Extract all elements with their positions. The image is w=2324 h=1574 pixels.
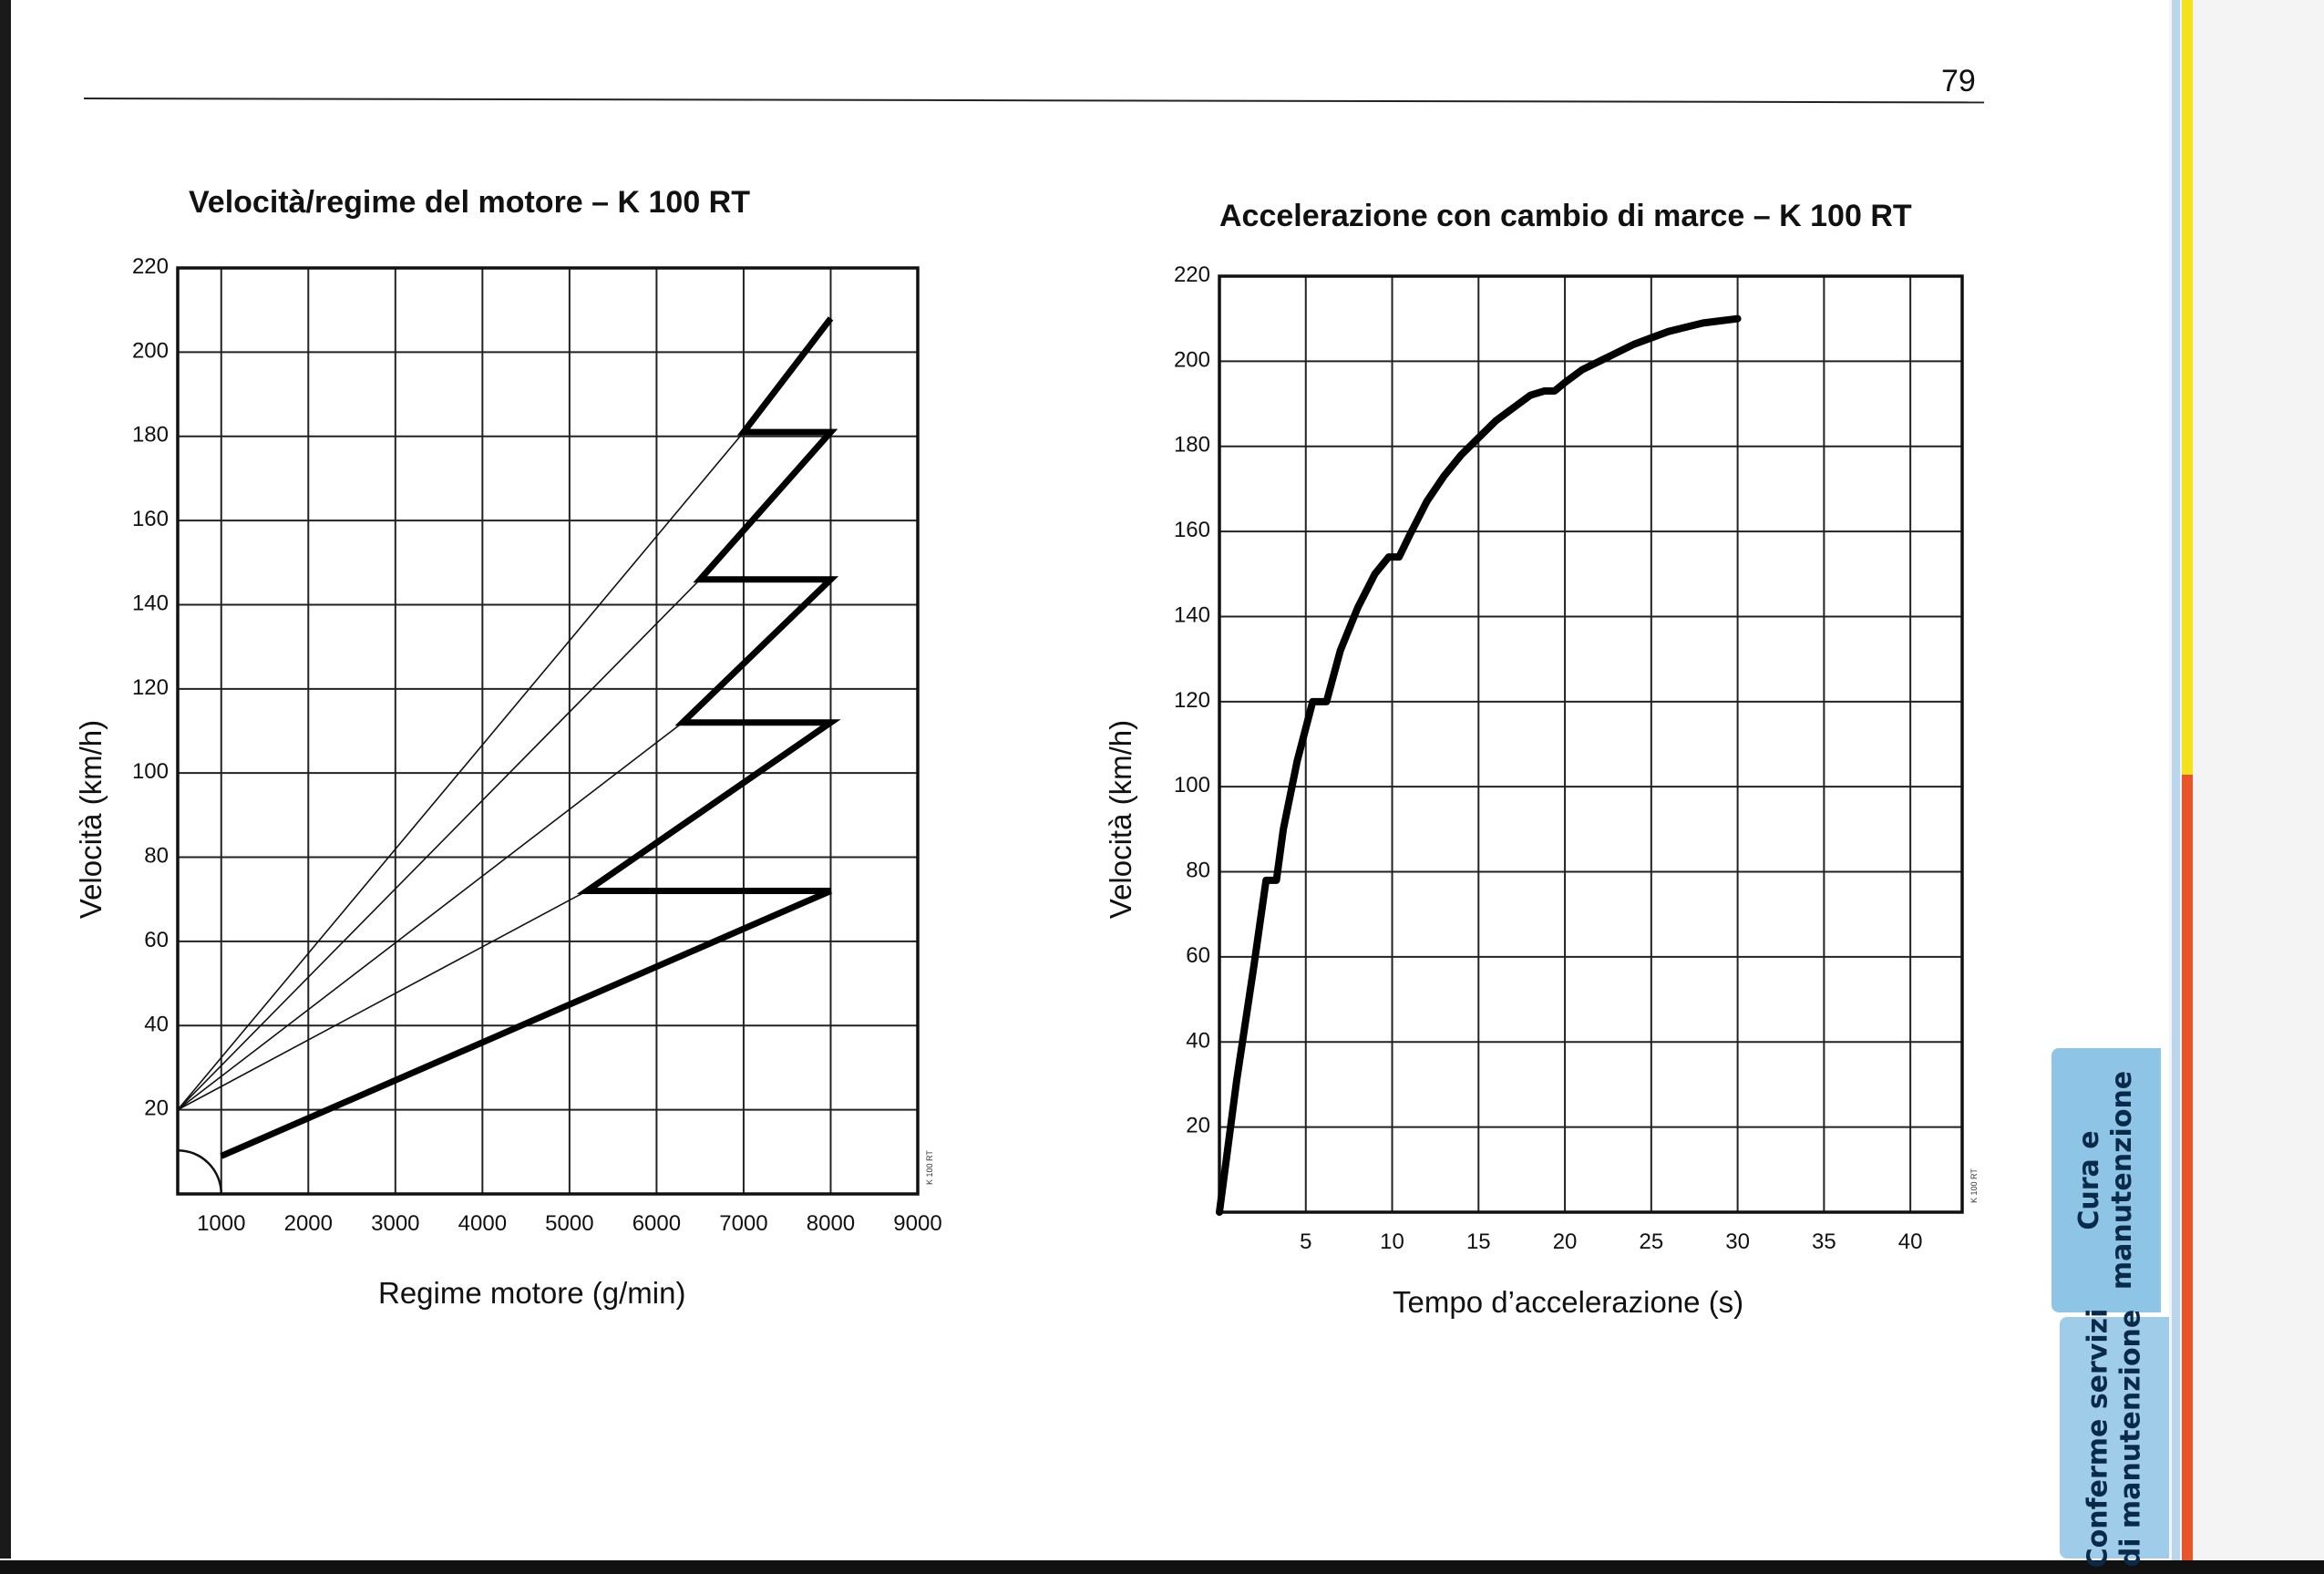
y-tick-label: 40 xyxy=(144,1012,169,1036)
x-tick-label: 3000 xyxy=(371,1211,419,1236)
bottom-scan-edge xyxy=(0,1560,2324,1574)
grid xyxy=(1219,275,1962,1212)
y-tick-label: 40 xyxy=(1186,1028,1210,1053)
y-tick-label: 200 xyxy=(132,338,169,363)
acceleration-series xyxy=(1216,314,1742,1216)
edge-stripe-orange xyxy=(2182,775,2193,1560)
x-tick-label: 1000 xyxy=(197,1211,245,1236)
y-tick-label: 220 xyxy=(1174,262,1210,287)
start-arc xyxy=(177,1148,223,1195)
gear-ratio-line xyxy=(177,431,745,1111)
chart-code-label: K 100 RT xyxy=(925,1150,934,1185)
y-tick-label: 180 xyxy=(132,423,169,448)
y-tick-label: 100 xyxy=(132,759,169,784)
plot-frame xyxy=(1218,274,1964,1214)
y-tick-label: 220 xyxy=(132,254,169,279)
chart-code-label: K 100 RT xyxy=(1969,1168,1979,1203)
x-tick-label: 6000 xyxy=(632,1211,681,1236)
edge-stripe-blue xyxy=(2172,0,2180,1560)
x-tick-label: 9000 xyxy=(893,1211,941,1236)
x-tick-label: 5000 xyxy=(545,1211,593,1236)
y-tick-label: 200 xyxy=(1174,347,1210,372)
y-tick-label: 80 xyxy=(144,844,169,869)
y-tick-label: 20 xyxy=(1186,1114,1210,1138)
x-tick-label: 30 xyxy=(1725,1229,1750,1254)
chart-2-title: Accelerazione con cambio di marce – K 10… xyxy=(1219,199,1912,233)
tick-labels: 5 10 15 20 25 30 35 40 20 40 60 80 100 120 140 160 180 20… xyxy=(1174,262,1923,1254)
x-tick-label: 25 xyxy=(1639,1229,1663,1254)
gear-ratio-line xyxy=(177,722,684,1111)
gear-ratio-line xyxy=(177,579,701,1111)
y-tick-label: 120 xyxy=(1174,688,1210,713)
y-tick-label: 120 xyxy=(132,675,169,700)
page-edge xyxy=(2169,0,2324,1560)
x-tick-label: 5 xyxy=(1300,1229,1311,1254)
shift-path-series xyxy=(220,316,841,1159)
x-tick-label: 7000 xyxy=(719,1211,767,1236)
y-tick-label: 20 xyxy=(144,1096,169,1121)
y-tick-label: 100 xyxy=(1174,773,1210,797)
edge-stripe-yellow xyxy=(2182,0,2193,775)
page-number: 79 xyxy=(1941,64,1976,98)
chart-2-xlabel: Tempo d’accelerazione (s) xyxy=(1393,1285,1744,1319)
y-tick-label: 160 xyxy=(1174,518,1210,542)
section-tab-conferme[interactable]: Conferme servizi di manutenzione xyxy=(2060,1308,2169,1568)
plot-frame xyxy=(176,266,920,1196)
x-tick-label: 10 xyxy=(1380,1229,1404,1254)
x-tick-label: 8000 xyxy=(807,1211,855,1236)
tick-labels: 1000 2000 3000 4000 5000 6000 7000 8000 9000 20 40… xyxy=(132,254,942,1236)
y-tick-label: 60 xyxy=(144,928,169,952)
y-tick-label: 180 xyxy=(1174,433,1210,458)
y-tick-label: 60 xyxy=(1186,943,1210,968)
page-binding-shadow xyxy=(0,0,11,1559)
x-tick-label: 15 xyxy=(1466,1229,1491,1254)
x-tick-label: 20 xyxy=(1553,1229,1578,1254)
y-tick-label: 160 xyxy=(132,507,169,531)
x-tick-label: 2000 xyxy=(284,1211,333,1236)
y-tick-label: 140 xyxy=(132,591,169,615)
gear-ratio-line xyxy=(177,890,588,1111)
chart-1-xlabel: Regime motore (g/min) xyxy=(378,1276,686,1310)
y-tick-label: 140 xyxy=(1174,602,1210,627)
chart-1-title: Velocità/regime del motore – K 100 RT xyxy=(189,185,751,220)
section-tab-cura[interactable]: Cura e manutenzione xyxy=(2051,1048,2161,1312)
y-tick-label: 80 xyxy=(1186,859,1210,883)
x-tick-label: 35 xyxy=(1812,1229,1836,1254)
x-tick-label: 40 xyxy=(1898,1229,1923,1254)
x-tick-label: 4000 xyxy=(458,1211,507,1236)
